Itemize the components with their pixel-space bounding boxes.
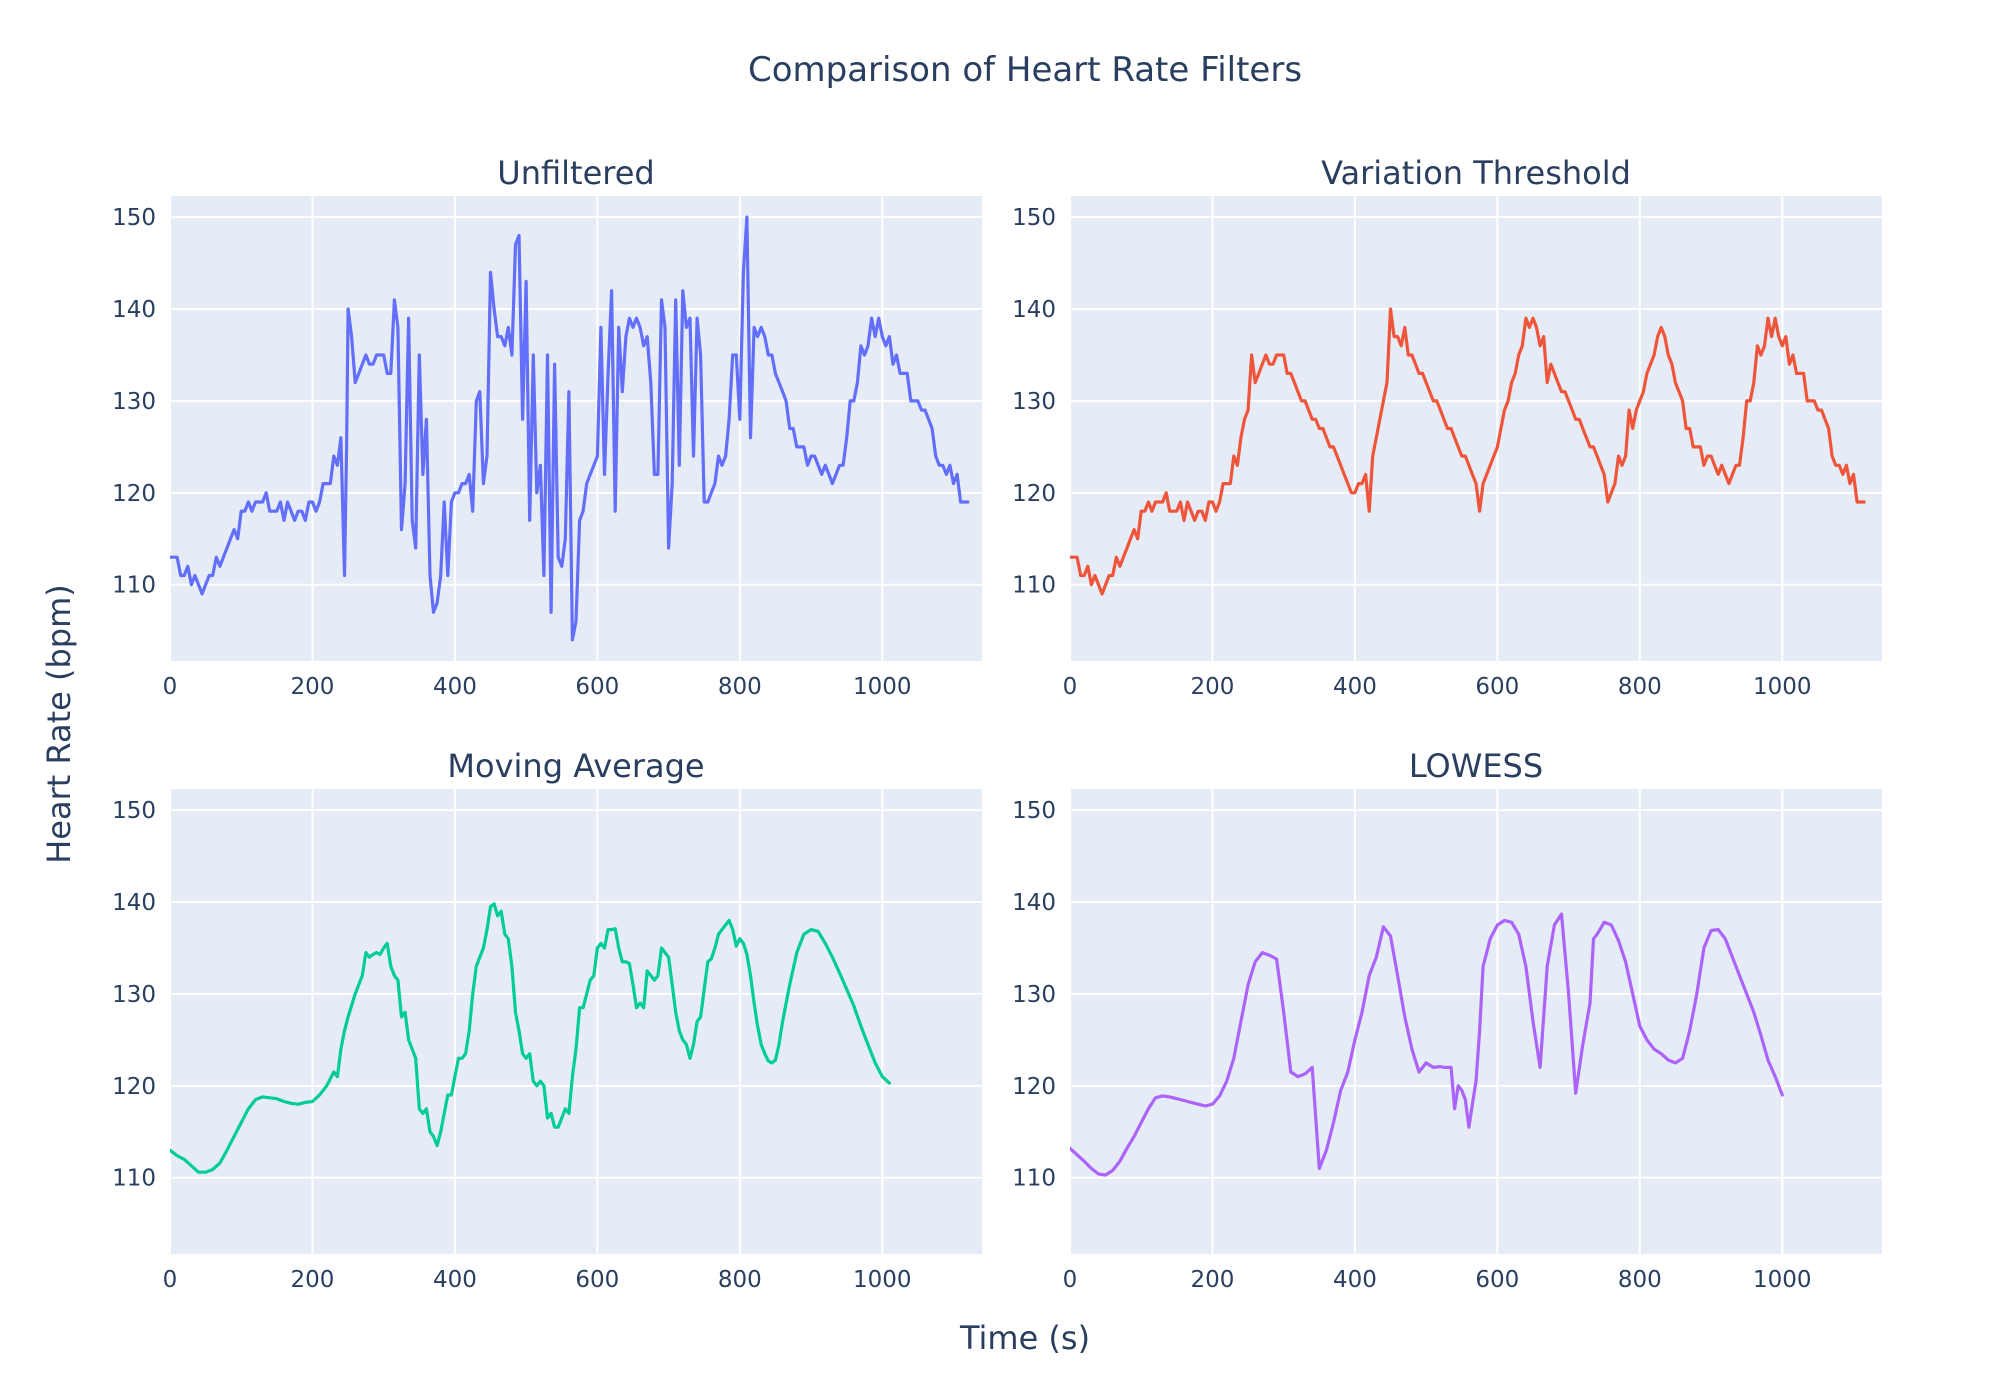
- x-axis-label: Time (s): [959, 1319, 1090, 1357]
- x-tick-label: 800: [718, 674, 762, 700]
- y-tick-label: 150: [1012, 205, 1056, 231]
- y-tick-label: 140: [1012, 297, 1056, 323]
- y-tick-label: 150: [112, 798, 156, 824]
- y-tick-label: 150: [1012, 798, 1056, 824]
- y-tick-label: 130: [1012, 389, 1056, 415]
- x-tick-label: 600: [575, 1267, 619, 1293]
- x-tick-label: 800: [1618, 1267, 1662, 1293]
- y-tick-label: 110: [112, 1166, 156, 1192]
- subplots: 0 200 400 600 800 1000 110 120 130 140 150 Unfilter…: [112, 154, 1882, 1293]
- x-tick-label: 400: [1333, 1267, 1377, 1293]
- y-tick-label: 140: [112, 297, 156, 323]
- plot-background: [1070, 196, 1882, 661]
- series-line: [1070, 912, 1784, 1177]
- x-tick-label: 0: [163, 674, 178, 700]
- subplot-title: Moving Average: [447, 747, 704, 785]
- subplot-title: Variation Threshold: [1321, 154, 1631, 192]
- x-tick-label: 1000: [1753, 1267, 1812, 1293]
- x-tick-label: 200: [291, 674, 335, 700]
- y-tick-label: 110: [1012, 573, 1056, 599]
- y-tick-label: 110: [1012, 1166, 1056, 1192]
- y-tick-label: 140: [112, 890, 156, 916]
- y-tick-label: 120: [1012, 1074, 1056, 1100]
- y-tick-label: 130: [112, 982, 156, 1008]
- x-tick-label: 600: [575, 674, 619, 700]
- subplot-4: 0 200 400 600 800 1000 110 120 130 140 150 LOWESS: [1012, 747, 1882, 1293]
- x-tick-label: 800: [718, 1267, 762, 1293]
- x-tick-label: 400: [1333, 674, 1377, 700]
- y-tick-label: 120: [1012, 481, 1056, 507]
- series-line: [1070, 307, 1866, 596]
- x-tick-label: 0: [1063, 674, 1078, 700]
- y-tick-label: 150: [112, 205, 156, 231]
- x-tick-label: 800: [1618, 674, 1662, 700]
- subplot-title: LOWESS: [1409, 747, 1543, 785]
- main-title: Comparison of Heart Rate Filters: [748, 50, 1302, 90]
- y-tick-label: 120: [112, 1074, 156, 1100]
- subplot-3: 0 200 400 600 800 1000 110 120 130 140 150 Moving A…: [112, 747, 982, 1293]
- x-tick-label: 1000: [853, 674, 912, 700]
- series-line: [170, 902, 892, 1174]
- x-tick-label: 1000: [853, 1267, 912, 1293]
- x-tick-label: 0: [1063, 1267, 1078, 1293]
- x-tick-label: 200: [1191, 1267, 1235, 1293]
- y-tick-label: 120: [112, 481, 156, 507]
- x-tick-label: 200: [1191, 674, 1235, 700]
- y-tick-label: 130: [112, 389, 156, 415]
- y-tick-label: 130: [1012, 982, 1056, 1008]
- series-line: [170, 215, 970, 642]
- y-axis-label: Heart Rate (bpm): [40, 584, 78, 864]
- y-tick-label: 110: [112, 573, 156, 599]
- subplot-title: Unfiltered: [497, 154, 654, 192]
- x-tick-label: 200: [291, 1267, 335, 1293]
- y-tick-label: 140: [1012, 890, 1056, 916]
- x-tick-label: 600: [1475, 1267, 1519, 1293]
- subplot-1: 0 200 400 600 800 1000 110 120 130 140 150 Unfilter…: [112, 154, 982, 700]
- x-tick-label: 400: [433, 1267, 477, 1293]
- x-tick-label: 400: [433, 674, 477, 700]
- plot-background: [170, 789, 982, 1254]
- plot-background: [1070, 789, 1882, 1254]
- subplot-2: 0 200 400 600 800 1000 110 120 130 140 150 Variatio…: [1012, 154, 1882, 700]
- x-tick-label: 1000: [1753, 674, 1812, 700]
- x-tick-label: 600: [1475, 674, 1519, 700]
- x-tick-label: 0: [163, 1267, 178, 1293]
